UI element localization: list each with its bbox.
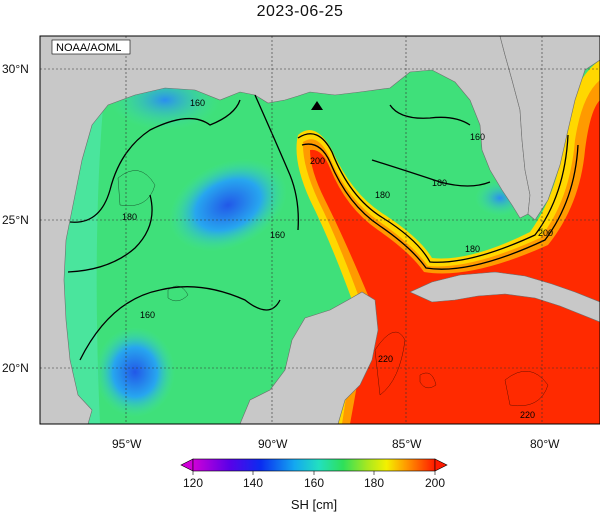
land-florida — [499, 36, 600, 221]
source-label-box — [51, 39, 131, 55]
contour-label: 180 — [432, 178, 447, 188]
colorbar-title: SH [cm] — [291, 497, 337, 512]
lat-label: 25°N — [2, 213, 29, 227]
colorbar-tick: 120 — [183, 476, 203, 490]
graticule — [40, 36, 600, 424]
contour-label: 160 — [270, 230, 285, 240]
contour-label: 200 — [310, 156, 325, 166]
land-cuba — [409, 271, 600, 323]
contour-label: 200 — [538, 228, 553, 238]
colorbar-tick: 180 — [364, 476, 384, 490]
map-title: 2023-06-25 — [256, 3, 344, 20]
lon-label: 90°W — [258, 437, 288, 451]
colorbar: 120 140 160 180 200 SH [cm] — [180, 458, 448, 512]
map-frame — [39, 35, 600, 425]
contour-label: 160 — [190, 98, 205, 108]
contour-label: 160 — [470, 132, 485, 142]
colorbar-tick: 160 — [304, 476, 324, 490]
triangle-icon — [311, 101, 323, 110]
map-field: 160 160 160 160 180 180 180 180 200 200 … — [40, 36, 600, 424]
colorbar-tick: 140 — [243, 476, 263, 490]
land-yucatan — [239, 291, 379, 424]
lat-label: 20°N — [2, 361, 29, 375]
lon-label: 80°W — [530, 437, 560, 451]
contour-label: 180 — [375, 190, 390, 200]
contour-label: 220 — [378, 354, 393, 364]
contour-label: 180 — [122, 212, 137, 222]
contour-label-group: 160 160 160 160 180 180 180 180 200 200 … — [122, 98, 553, 420]
contour-label: 160 — [140, 310, 155, 320]
colorbar-tick: 200 — [425, 476, 445, 490]
lon-label: 85°W — [392, 437, 422, 451]
contour-label: 220 — [520, 410, 535, 420]
lon-label: 95°W — [112, 437, 142, 451]
contours — [67, 94, 579, 361]
contour-label: 180 — [465, 244, 480, 254]
lat-label: 30°N — [2, 62, 29, 76]
source-label: NOAA/AOML — [56, 42, 121, 54]
